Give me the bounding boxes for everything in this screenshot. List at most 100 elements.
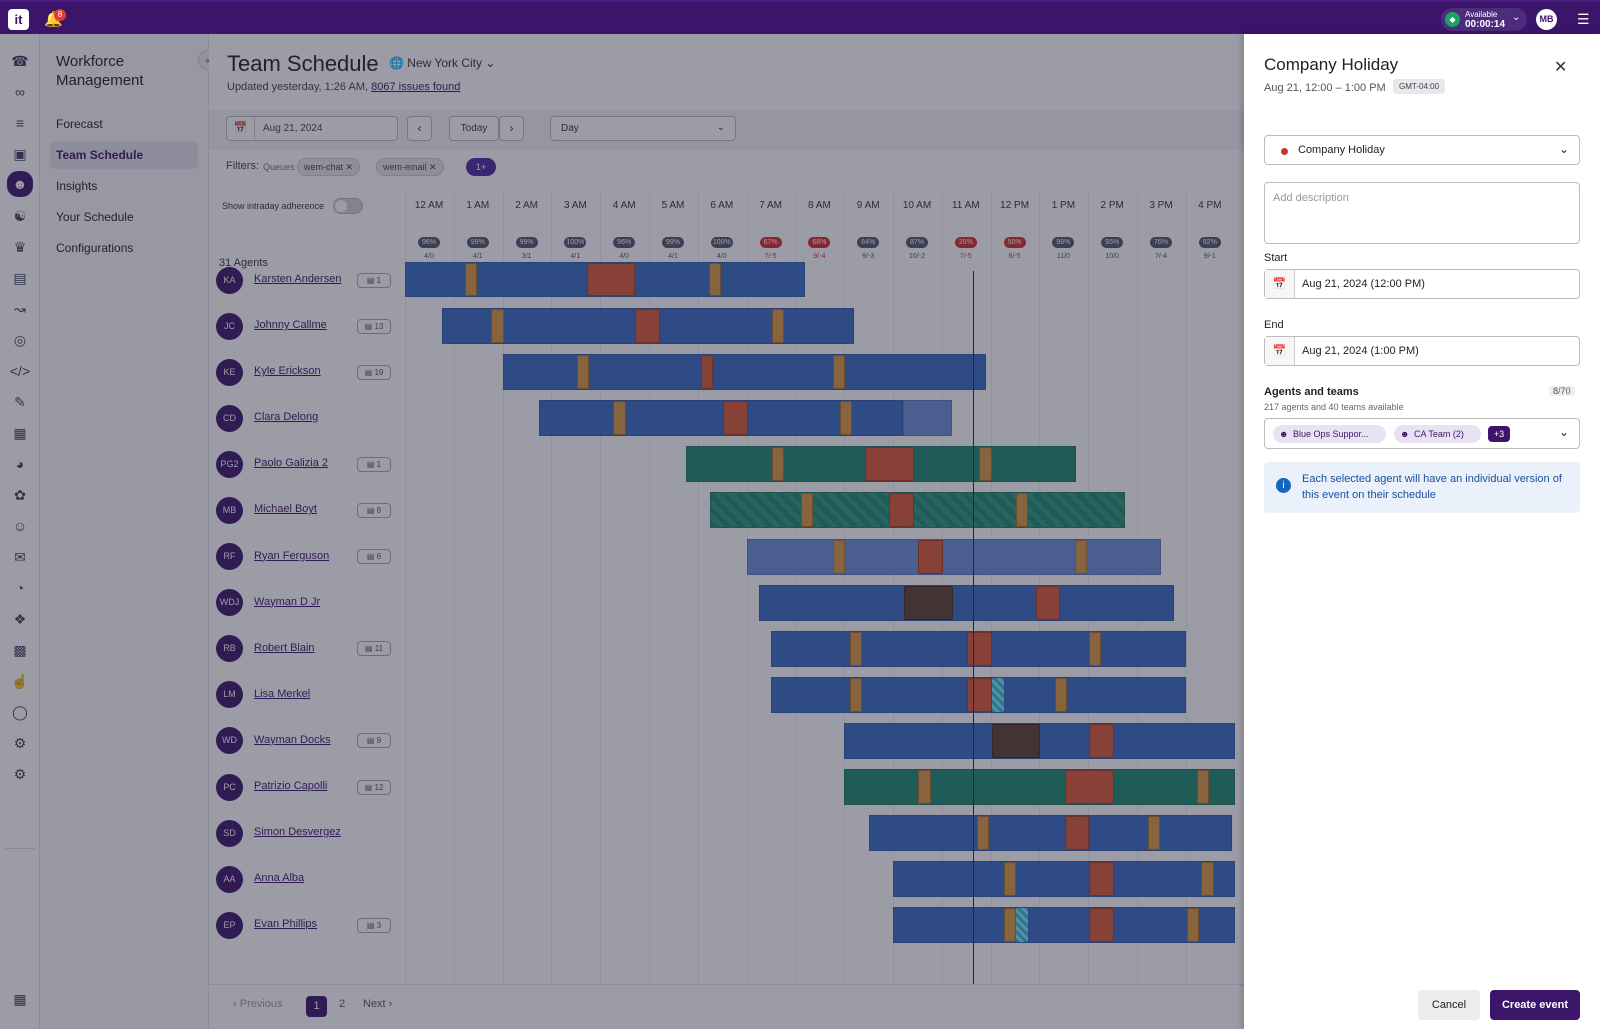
shift-bar[interactable]	[441, 308, 854, 344]
shift-bar[interactable]	[844, 769, 1235, 805]
lunch-block[interactable]	[1089, 862, 1114, 897]
code-icon[interactable]: </>	[9, 363, 31, 379]
agent-name-link[interactable]: Clara Delong	[254, 411, 319, 424]
agent-name-link[interactable]: Michael Boyt	[254, 503, 317, 516]
shift-bar[interactable]	[868, 815, 1233, 852]
voicemail-icon[interactable]: ∞	[15, 84, 25, 100]
apps-grid-icon[interactable]: ▦	[13, 425, 27, 441]
user-avatar[interactable]: MB	[1536, 9, 1557, 30]
trophy-icon[interactable]: ♛	[13, 239, 27, 255]
thumbs-up-icon[interactable]: ☝	[11, 673, 29, 689]
brain-icon[interactable]: ✿	[14, 487, 26, 503]
next-page-button[interactable]: Next ›	[363, 998, 393, 1010]
shift-bar[interactable]	[746, 538, 1162, 575]
agent-events-badge[interactable]: ▤ 6	[357, 549, 391, 564]
user-circle-icon[interactable]: ☺	[12, 518, 28, 534]
meeting-block[interactable]	[991, 723, 1041, 758]
close-icon[interactable]: ✕	[429, 162, 437, 172]
agent-name-link[interactable]: Wayman D Jr	[254, 595, 321, 608]
book-icon[interactable]: ▤	[13, 270, 27, 286]
agents-teams-select[interactable]: ☻ Blue Ops Suppor... ☻ CA Team (2) +3 ⌄	[1264, 418, 1580, 449]
agent-name-link[interactable]: Kyle Erickson	[254, 365, 321, 378]
nav-forecast[interactable]: Forecast	[56, 117, 103, 131]
agent-events-badge[interactable]: ▤ 1	[357, 456, 391, 472]
cancel-button[interactable]: Cancel	[1418, 990, 1480, 1020]
flow-icon[interactable]: ↝	[14, 301, 26, 317]
next-day-button[interactable]: ›	[499, 116, 524, 141]
agent-name-link[interactable]: Robert Blain	[254, 641, 315, 654]
gauge-icon[interactable]: ◔	[15, 580, 25, 596]
team-chip[interactable]: ☻ Blue Ops Suppor...	[1273, 425, 1386, 443]
break-block[interactable]	[1186, 908, 1199, 943]
break-block[interactable]	[464, 263, 477, 296]
break-block[interactable]	[840, 401, 853, 436]
shift-overtime-bar[interactable]	[902, 400, 952, 437]
agent-name-link[interactable]: Patrizio Capolli	[254, 780, 328, 792]
app-logo[interactable]: it	[8, 9, 29, 30]
break-block[interactable]	[1055, 677, 1068, 712]
workforce-icon[interactable]: ☻	[7, 171, 33, 197]
list-icon[interactable]: ≡	[15, 115, 25, 131]
end-date-field[interactable]: 📅 Aug 21, 2024 (1:00 PM)	[1264, 336, 1580, 366]
shift-bar[interactable]	[893, 861, 1235, 898]
description-field[interactable]: Add description	[1264, 182, 1580, 244]
modal-overlay[interactable]	[0, 34, 1244, 1029]
agent-name-link[interactable]: Ryan Ferguson	[254, 549, 330, 562]
break-block[interactable]	[1196, 770, 1209, 804]
page-1-button[interactable]: 1	[306, 996, 327, 1017]
break-block[interactable]	[771, 447, 785, 482]
event-type-select[interactable]: Company Holiday ⌄	[1264, 135, 1580, 165]
filter-chip[interactable]: wem-chat ✕	[297, 158, 361, 176]
break-block[interactable]	[832, 355, 846, 390]
lunch-block[interactable]	[918, 539, 943, 574]
view-select[interactable]: Day ⌄	[550, 116, 736, 141]
agent-name-link[interactable]: Wayman Docks	[254, 733, 331, 746]
break-block[interactable]	[1201, 862, 1214, 897]
lunch-block[interactable]	[1035, 585, 1060, 620]
app-launcher-icon[interactable]: ▦	[13, 991, 27, 1007]
date-picker[interactable]: 📅 Aug 21, 2024	[226, 116, 398, 141]
contacts-icon[interactable]: ▣	[13, 146, 27, 162]
shift-bar[interactable]	[502, 354, 986, 391]
break-block[interactable]	[918, 770, 931, 804]
agent-events-badge[interactable]: ▤ 1	[357, 272, 391, 288]
break-block[interactable]	[1074, 539, 1087, 574]
location-selector[interactable]: 🌐 New York City ⌄	[389, 56, 495, 70]
lunch-block[interactable]	[889, 493, 914, 528]
shift-bar[interactable]	[539, 400, 903, 437]
chat-icon[interactable]: ✉	[14, 549, 26, 565]
break-block[interactable]	[613, 401, 626, 436]
shift-bar[interactable]	[844, 722, 1235, 759]
break-block[interactable]	[801, 493, 814, 528]
fingerprint-icon[interactable]: ◎	[13, 332, 27, 348]
more-filters-button[interactable]: 1+	[466, 158, 496, 176]
agent-name-link[interactable]: Paolo Galizia 2	[254, 457, 328, 470]
break-block[interactable]	[708, 263, 721, 296]
break-block[interactable]	[1003, 862, 1016, 897]
lunch-block[interactable]	[864, 447, 914, 482]
lunch-block[interactable]	[723, 401, 748, 436]
more-teams-badge[interactable]: +3	[1488, 426, 1510, 442]
agent-name-link[interactable]: Johnny Callme	[254, 319, 327, 331]
nav-your-schedule[interactable]: Your Schedule	[56, 210, 134, 224]
lunch-block[interactable]	[635, 309, 660, 343]
palette-icon[interactable]: ◕	[15, 456, 25, 472]
meeting-block[interactable]	[903, 585, 953, 620]
agent-events-badge[interactable]: ▤ 12	[357, 779, 391, 795]
lunch-block[interactable]	[1064, 816, 1090, 851]
break-block[interactable]	[1003, 908, 1016, 943]
security-icon[interactable]: ◯	[12, 704, 28, 720]
lunch-block[interactable]	[967, 677, 992, 712]
briefcase-icon[interactable]: ▩	[13, 642, 27, 658]
break-block[interactable]	[1147, 816, 1160, 851]
filter-chip[interactable]: wem-email ✕	[376, 158, 444, 176]
shift-bar[interactable]	[405, 262, 806, 297]
training-icon[interactable]: ⚙	[13, 735, 27, 751]
lunch-block[interactable]	[1089, 723, 1114, 758]
shift-bar[interactable]	[893, 907, 1235, 944]
shift-bar[interactable]	[771, 676, 1186, 713]
activity-block[interactable]	[991, 677, 1004, 712]
break-block[interactable]	[979, 447, 992, 482]
agent-events-badge[interactable]: ▤ 9	[357, 733, 391, 749]
agent-events-badge[interactable]: ▤ 8	[357, 502, 391, 518]
